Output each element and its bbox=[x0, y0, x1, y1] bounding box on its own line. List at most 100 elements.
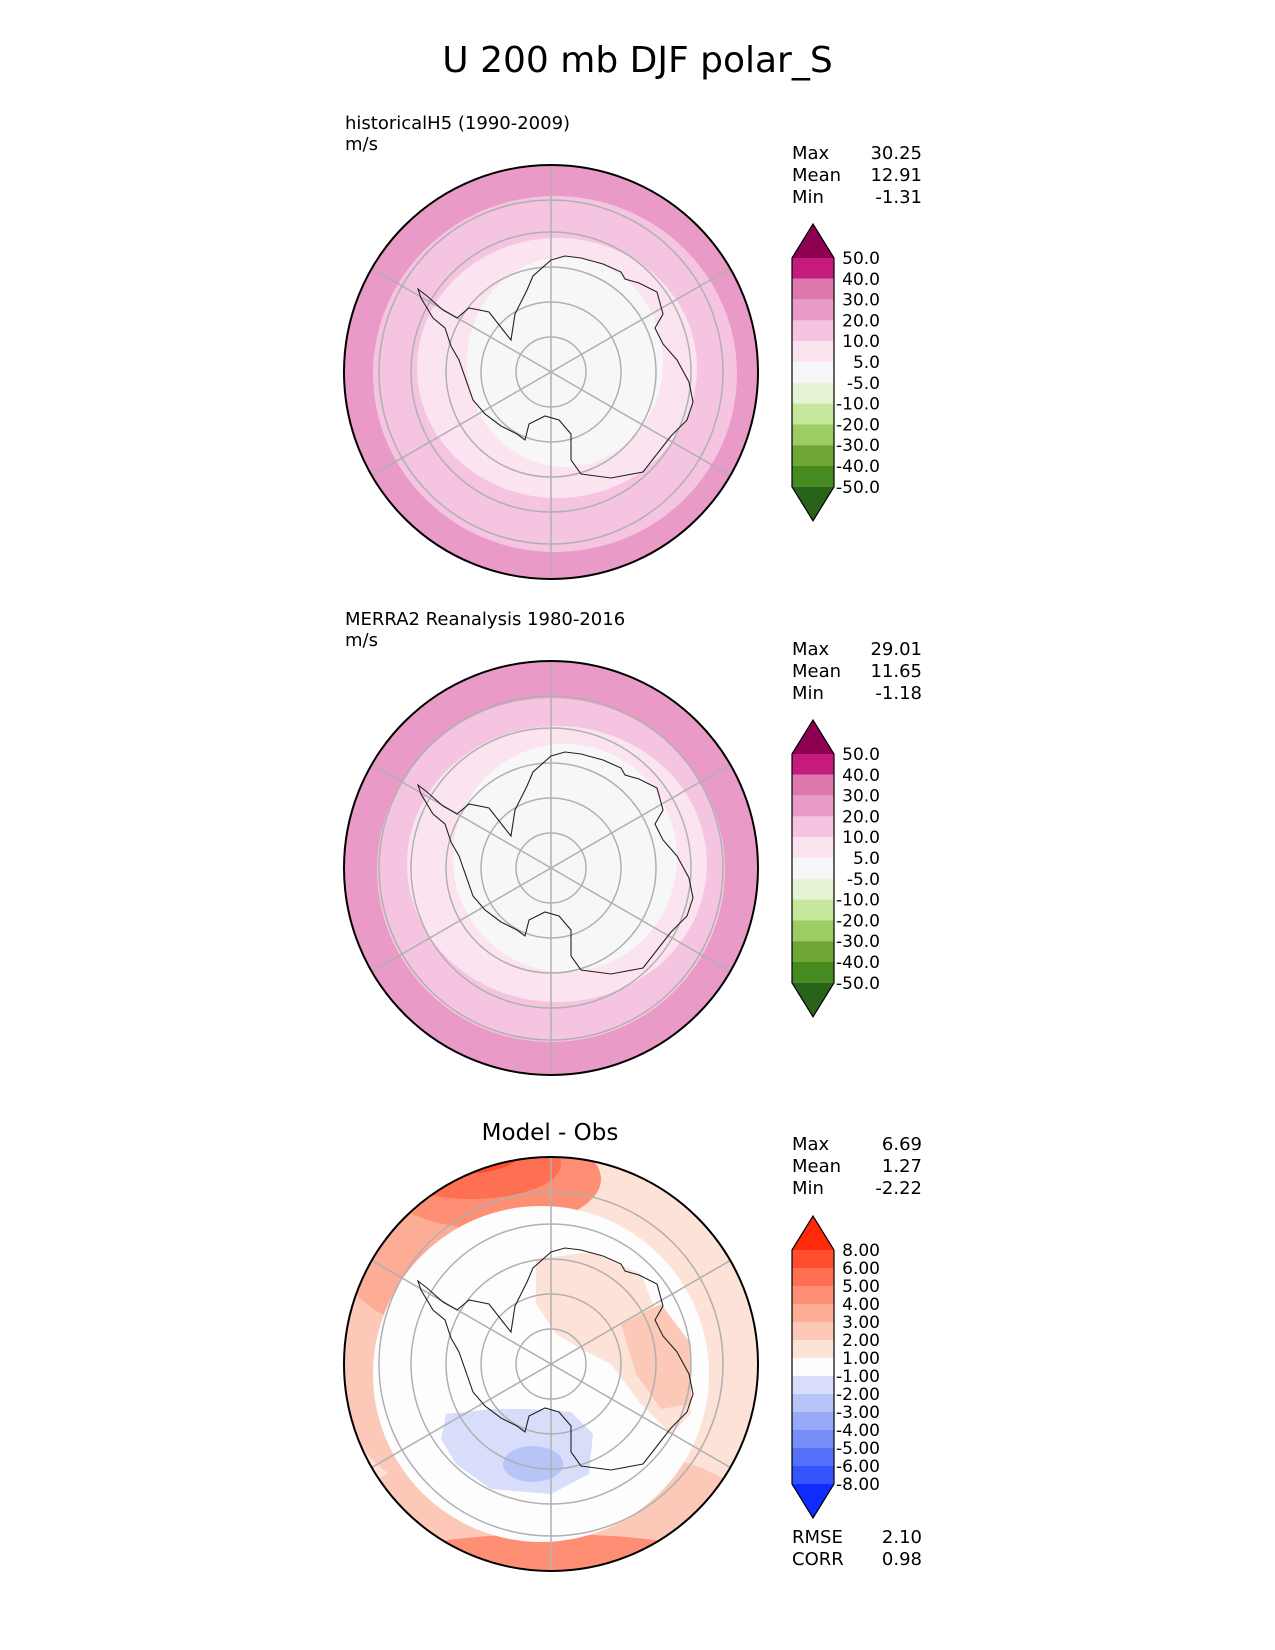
colorbar-segment bbox=[792, 362, 834, 383]
colorbar-tick-label: 4.00 bbox=[842, 1295, 880, 1315]
meridian-line bbox=[371, 1259, 731, 1469]
colorbar-segment bbox=[792, 258, 834, 279]
panel1-units: m/s bbox=[345, 134, 378, 155]
colorbar-segment bbox=[792, 1412, 834, 1430]
colorbar-3: 8.006.005.004.003.002.001.00-1.00-2.00-3… bbox=[791, 1214, 880, 1520]
colorbar-segment bbox=[792, 299, 834, 321]
antarctica-coastline bbox=[416, 751, 694, 975]
panel2-name: MERRA2 Reanalysis 1980-2016 bbox=[345, 609, 626, 630]
colorbar-segment bbox=[792, 1376, 834, 1394]
colorbar-extend-bottom bbox=[792, 1484, 834, 1518]
colorbar-segment bbox=[792, 858, 834, 879]
stat-value: 30.25 bbox=[870, 143, 922, 164]
colorbar-tick-label: -5.0 bbox=[847, 870, 880, 890]
colorbar-segment bbox=[792, 1466, 834, 1484]
colorbar-outline bbox=[791, 222, 835, 522]
colorbar-segment bbox=[792, 1430, 834, 1448]
colorbar-segment bbox=[792, 1304, 834, 1322]
colorbar-tick-label: -40.0 bbox=[836, 457, 880, 477]
panel2-stats: Max 29.01 Mean 11.65 Min -1.18 bbox=[792, 639, 922, 705]
polar-map-2 bbox=[343, 660, 759, 1076]
colorbar-segment bbox=[792, 1358, 834, 1376]
colorbar-segment bbox=[792, 920, 834, 942]
stat-label: Min bbox=[792, 1178, 824, 1199]
colorbar-tick-label: -1.00 bbox=[836, 1367, 880, 1387]
panel2-units: m/s bbox=[345, 630, 378, 651]
panel1-name: historicalH5 (1990-2009) bbox=[345, 113, 571, 134]
stat-label: Mean bbox=[792, 1156, 842, 1177]
colorbar-segment bbox=[792, 1394, 834, 1412]
contour-band-zero bbox=[453, 744, 677, 972]
colorbar-segment bbox=[792, 1286, 834, 1304]
colorbar-tick-label: -30.0 bbox=[836, 436, 880, 456]
stat-label: Min bbox=[792, 683, 824, 704]
colorbar-segment bbox=[792, 878, 834, 900]
colorbar-segment bbox=[792, 320, 834, 342]
colorbar-segment bbox=[792, 1322, 834, 1340]
colorbar-tick-label: 10.0 bbox=[842, 332, 880, 352]
colorbar-tick-label: 40.0 bbox=[842, 766, 880, 786]
map-boundary bbox=[343, 660, 759, 1076]
colorbar-segment bbox=[792, 1268, 834, 1286]
colorbar-segment bbox=[792, 899, 834, 921]
colorbar-tick-label: -40.0 bbox=[836, 953, 880, 973]
colorbar-tick-label: -4.00 bbox=[836, 1421, 880, 1441]
colorbar-tick-label: -50.0 bbox=[836, 974, 880, 994]
colorbar-1: 50.040.030.020.010.05.0-5.0-10.0-20.0-30… bbox=[791, 222, 880, 522]
panel1-label: historicalH5 (1990-2009) m/s bbox=[345, 113, 570, 155]
colorbar-tick-label: 3.00 bbox=[842, 1313, 880, 1333]
colorbar-tick-label: 40.0 bbox=[842, 270, 880, 290]
colorbar-tick-label: 20.0 bbox=[842, 311, 880, 331]
antarctica-coastline bbox=[416, 1247, 694, 1471]
colorbar-tick-label: 2.00 bbox=[842, 1331, 880, 1351]
stat-value: 12.91 bbox=[870, 165, 922, 186]
stat-value: -1.31 bbox=[875, 187, 922, 208]
metric-label: CORR bbox=[792, 1549, 844, 1570]
colorbar-tick-label: -10.0 bbox=[836, 891, 880, 911]
colorbar-segment bbox=[792, 837, 834, 858]
stat-value: -2.22 bbox=[875, 1178, 922, 1199]
polar-map-3 bbox=[343, 1156, 759, 1572]
colorbar-tick-label: -30.0 bbox=[836, 932, 880, 952]
antarctica-coastline bbox=[416, 255, 694, 479]
meridian-line bbox=[371, 267, 731, 477]
colorbar-tick-label: -20.0 bbox=[836, 911, 880, 931]
stat-label: Max bbox=[792, 639, 830, 660]
colorbar-segment bbox=[792, 403, 834, 425]
colorbar-tick-label: 8.00 bbox=[842, 1241, 880, 1261]
meridian-line bbox=[371, 763, 731, 973]
colorbar-tick-label: 30.0 bbox=[842, 787, 880, 807]
stat-value: 6.69 bbox=[881, 1134, 922, 1155]
colorbar-2: 50.040.030.020.010.05.0-5.0-10.0-20.0-30… bbox=[791, 718, 880, 1018]
contour-field bbox=[344, 1157, 758, 1571]
colorbar-segment bbox=[792, 941, 834, 962]
metric-value: 0.98 bbox=[881, 1549, 922, 1570]
diff-band-6-8 bbox=[401, 1157, 521, 1174]
panel3-title: Model - Obs bbox=[481, 1120, 619, 1146]
colorbar-segment bbox=[792, 1250, 834, 1268]
colorbar-tick-label: -3.00 bbox=[836, 1403, 880, 1423]
colorbar-segment bbox=[792, 1448, 834, 1466]
colorbar-segment bbox=[792, 774, 834, 796]
stat-label: Max bbox=[792, 143, 830, 164]
colorbar-segment bbox=[792, 341, 834, 362]
colorbar-segment bbox=[792, 795, 834, 817]
colorbar-segment bbox=[792, 754, 834, 775]
colorbar-tick-label: 5.00 bbox=[842, 1277, 880, 1297]
colorbar-tick-label: 30.0 bbox=[842, 291, 880, 311]
colorbar-tick-label: -5.0 bbox=[847, 374, 880, 394]
stat-label: Min bbox=[792, 187, 824, 208]
colorbar-tick-label: -2.00 bbox=[836, 1385, 880, 1405]
colorbar-outline bbox=[791, 1214, 835, 1520]
map-boundary bbox=[343, 1156, 759, 1572]
colorbar-segment bbox=[792, 962, 834, 983]
colorbar-extend-top bbox=[792, 720, 834, 754]
colorbar-outline bbox=[791, 718, 835, 1018]
colorbar-tick-label: 50.0 bbox=[842, 745, 880, 765]
colorbar-extend-bottom bbox=[792, 486, 834, 521]
panel1-stats: Max 30.25 Mean 12.91 Min -1.31 bbox=[792, 143, 922, 209]
colorbar-segment bbox=[792, 466, 834, 487]
colorbar-segment bbox=[792, 816, 834, 838]
panel3-stats: Max 6.69 Mean 1.27 Min -2.22 bbox=[792, 1134, 922, 1200]
